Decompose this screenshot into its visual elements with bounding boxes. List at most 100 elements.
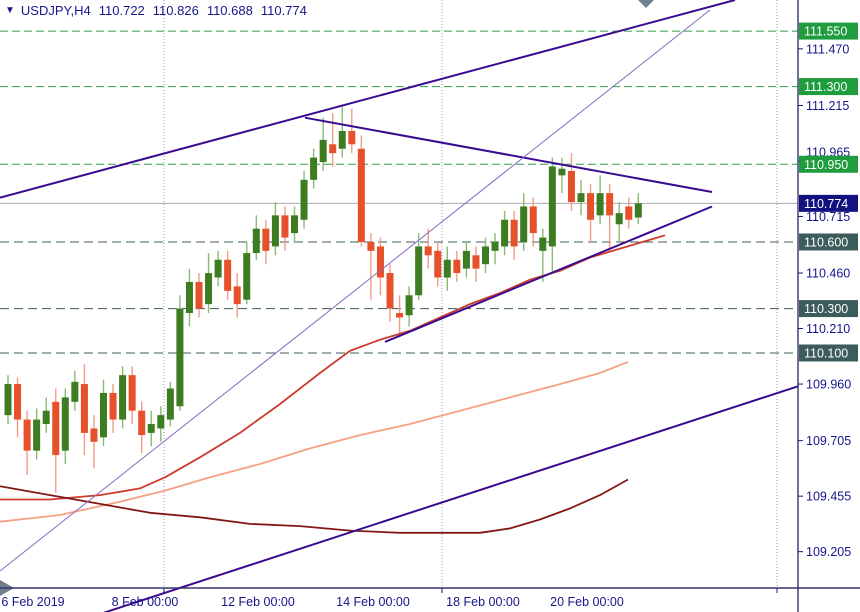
time-tick-label: 20 Feb 00:00	[550, 595, 624, 609]
price-level-label-box	[799, 78, 858, 96]
bull-candle	[214, 259, 222, 278]
bull-candle	[243, 253, 251, 300]
bull-candle	[42, 410, 50, 425]
bull-candle	[61, 397, 69, 451]
ascending-channel-upper[interactable]	[0, 0, 736, 199]
bear-candle	[329, 144, 337, 154]
moving-average-slow-maroon	[0, 478, 629, 534]
bull-candle	[415, 246, 423, 296]
bull-candle	[147, 424, 155, 433]
bull-candle	[558, 168, 566, 176]
price-level-label-box	[799, 300, 858, 318]
price-tick-label: 111.215	[806, 99, 849, 113]
levels-layer	[0, 30, 798, 354]
price-axis[interactable]: 111.470111.215110.965110.715110.460110.2…	[798, 22, 858, 560]
price-level-label-box	[799, 194, 858, 212]
price-tick-label: 110.210	[806, 322, 850, 336]
price-level-label: 110.950	[804, 158, 848, 172]
time-tick-label: 6 Feb 2019	[1, 595, 64, 609]
price-level-label-box	[799, 22, 858, 40]
time-tick-label: 8 Feb 00:00	[112, 595, 179, 609]
bear-candle	[357, 148, 365, 242]
bull-candle	[596, 193, 604, 216]
bear-candle	[281, 215, 289, 238]
bear-candle	[625, 206, 633, 220]
bull-candle	[166, 388, 174, 420]
bull-candle	[4, 384, 12, 416]
bull-candle	[443, 259, 451, 278]
price-tick-label: 109.705	[806, 434, 851, 448]
bear-candle	[529, 206, 537, 234]
bull-candle	[520, 206, 528, 242]
time-tick-label: 12 Feb 00:00	[221, 595, 295, 609]
bear-candle	[195, 281, 203, 309]
price-level-label: 111.300	[804, 80, 847, 94]
bull-candle	[634, 203, 642, 218]
triangle-upper-resistance[interactable]	[304, 116, 713, 193]
bear-candle	[510, 219, 518, 247]
bear-candle	[80, 384, 88, 433]
price-tick-label: 109.960	[806, 378, 851, 392]
bull-candle	[405, 295, 413, 316]
bear-candle	[138, 410, 146, 436]
bear-candle	[424, 246, 432, 256]
price-level-label-box	[799, 233, 858, 251]
time-tick-label: 18 Feb 00:00	[446, 595, 520, 609]
bull-candle	[185, 281, 193, 314]
bull-candle	[482, 246, 489, 265]
candles-layer	[4, 104, 642, 493]
price-tick-label: 111.470	[806, 42, 849, 56]
bull-candle	[501, 219, 509, 247]
price-level-label-box	[799, 155, 858, 173]
time-tick-label: 14 Feb 00:00	[336, 595, 410, 609]
bear-candle	[396, 313, 404, 318]
bear-candle	[348, 130, 356, 145]
time-axis[interactable]: 6 Feb 2019 8 Feb 00:00 12 Feb 00:00 14 Feb …	[1, 588, 778, 609]
bull-candle	[319, 139, 327, 163]
bear-candle	[128, 375, 136, 411]
bear-candle	[376, 246, 384, 278]
bull-candle	[491, 241, 499, 251]
price-tick-label: 109.455	[806, 490, 851, 504]
bull-candle	[157, 415, 165, 429]
ohlc-close-value: 110.774	[260, 3, 307, 18]
bull-candle	[119, 375, 127, 420]
bull-candle	[291, 215, 298, 234]
price-tick-label: 110.715	[806, 210, 850, 224]
bear-candle	[434, 250, 442, 278]
bull-candle	[252, 228, 260, 254]
bear-candle	[587, 193, 595, 220]
moving-average-mid-salmon	[0, 361, 629, 523]
ascending-channel-lower[interactable]	[103, 385, 799, 612]
bull-candle	[615, 213, 623, 225]
bull-candle	[548, 166, 556, 247]
bear-candle	[386, 273, 394, 309]
bull-candle	[176, 308, 184, 407]
price-level-label: 110.300	[804, 302, 848, 316]
ohlc-high-value: 110.826	[152, 3, 199, 18]
ohlc-low-value: 110.688	[206, 3, 253, 18]
bull-candle	[205, 273, 213, 305]
price-tick-label: 110.460	[806, 267, 850, 281]
bear-candle	[14, 384, 22, 420]
bull-candle	[300, 179, 308, 220]
bull-candle	[71, 381, 79, 402]
bear-candle	[52, 401, 60, 456]
bull-candle	[338, 130, 346, 149]
bear-candle	[109, 392, 117, 420]
steep-ascending-trendline[interactable]	[0, 9, 711, 572]
trendlines-layer	[0, 0, 799, 612]
bear-candle	[262, 228, 270, 251]
bear-candle	[567, 170, 575, 203]
bull-candle	[271, 215, 279, 247]
triangle-lower-support[interactable]	[384, 205, 713, 343]
bull-candle	[100, 392, 107, 438]
bear-candle	[472, 255, 480, 269]
chart-header: ▼ USDJPY,H4 110.722 110.826 110.688 110.…	[5, 3, 307, 18]
symbol-timeframe-label: USDJPY,H4	[20, 3, 91, 18]
price-level-label: 110.600	[804, 235, 848, 249]
symbol-marker-icon: ▼	[5, 5, 15, 16]
